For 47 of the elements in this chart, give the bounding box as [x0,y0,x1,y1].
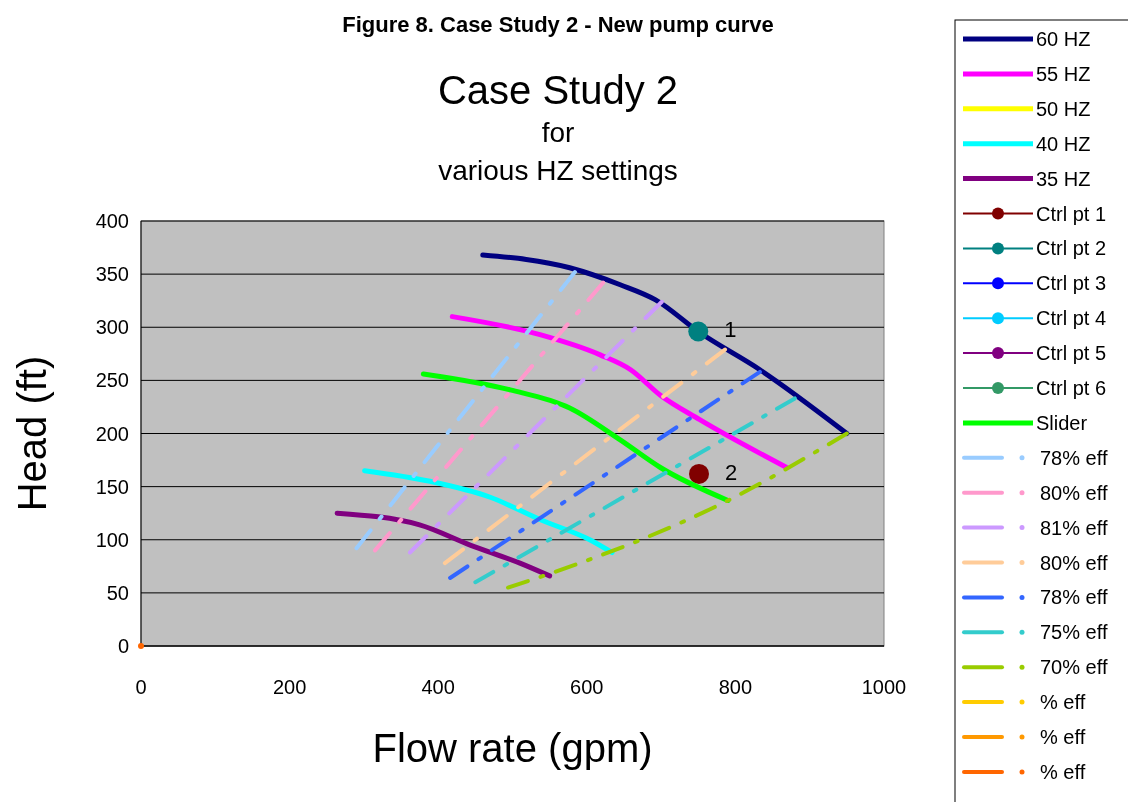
y-tick-label: 300 [95,316,129,339]
chart-title: Case Study 2 [437,68,679,112]
y-tick-label: 200 [95,422,129,445]
caption: Figure 8. Case Study 2 - New pump curve [342,12,774,37]
legend-label: 50 HZ [1036,97,1091,120]
legend-label: % eff [1040,726,1086,748]
annotation: 2 [724,459,738,485]
legend-label: Ctrl pt 5 [1036,342,1107,365]
legend-label: Ctrl pt 4 [1036,307,1107,330]
y-tick-label: 150 [95,475,129,498]
point [138,643,144,649]
y-tick-label: 0 [117,635,129,657]
line-series [506,431,849,590]
x-tick-label: 400 [421,676,455,698]
legend-label: Slider [1036,411,1088,434]
chart-subtitle: for various HZ settings [438,117,678,186]
legend-label: Ctrl pt 1 [1036,202,1107,225]
legend-label: 60 HZ [1036,28,1091,50]
legend-label: 70% eff [1040,656,1108,679]
x-tick-label: 600 [570,676,604,698]
legend-label: 78% eff [1040,446,1108,469]
legend-label: Ctrl pt 3 [1036,272,1107,295]
y-tick-label: 250 [95,369,129,392]
y-tick-label: 400 [95,210,129,232]
legend-label: Ctrl pt 6 [1036,377,1107,399]
legend-label: 55 HZ [1036,62,1091,85]
x-tick-label: 800 [718,676,753,698]
legend-label: % eff [1040,691,1086,714]
legend-label: 80% eff [1040,481,1108,504]
y-tick-label: 100 [95,528,129,551]
legend-label: 80% eff [1040,551,1108,574]
y-tick-label: 350 [95,263,129,286]
legend-label: % eff [1040,760,1086,783]
legend-label: 40 HZ [1036,132,1091,155]
x-tick-label: 200 [272,676,307,698]
legend-label: Ctrl pt 2 [1036,237,1107,260]
y-axis-title: Head (ft) [10,355,54,512]
x-axis-title: Flow rate (gpm) [372,726,653,770]
point [688,463,709,484]
x-tick-label: 1000 [861,676,907,698]
y-tick-label: 50 [106,581,129,604]
point [688,321,709,342]
legend-label: 75% eff [1040,621,1108,644]
x-tick-label: 0 [135,676,147,698]
legend-label: 78% eff [1040,586,1108,609]
legend-label: 81% eff [1040,516,1108,539]
legend-label: 35 HZ [1036,167,1091,190]
